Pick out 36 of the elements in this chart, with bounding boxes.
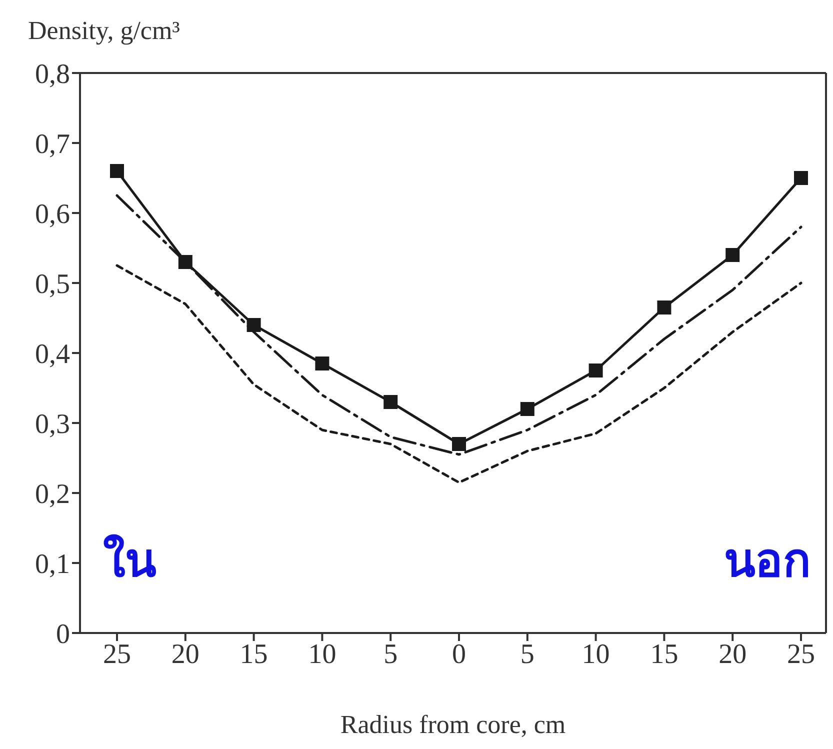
point (110, 164, 124, 178)
point (657, 300, 672, 314)
point (520, 402, 534, 416)
y-tick-label: 0,1 (35, 548, 70, 580)
y-tick-label: 0,3 (35, 408, 70, 440)
y-tick-label: 0,4 (35, 338, 70, 370)
point (452, 437, 466, 451)
x-tick-label: 0 (452, 638, 466, 670)
x-tick-label: 5 (520, 638, 534, 670)
x-axis-title: Radius from core, cm (340, 710, 566, 739)
x-tick-label: 20 (171, 638, 200, 670)
y-tick-label: 0 (56, 618, 70, 650)
y-tick-label: 0,5 (35, 268, 70, 300)
y-tick-label: 0,2 (35, 478, 70, 510)
x-tick-label: 25 (787, 638, 815, 670)
point (315, 356, 330, 370)
point (794, 171, 808, 185)
annotation: ใน (103, 532, 156, 589)
point (178, 255, 192, 269)
point (726, 248, 740, 262)
x-tick-label: 15 (240, 638, 268, 670)
y-tick-label: 0,7 (35, 128, 70, 160)
x-tick-label: 5 (384, 638, 398, 670)
x-tick-label: 25 (103, 638, 131, 670)
point (588, 364, 603, 378)
line-series (116, 264, 802, 484)
y-tick-label: 0,8 (35, 58, 70, 90)
point (384, 395, 398, 409)
x-tick-label: 10 (308, 638, 336, 670)
annotation: นอก (724, 532, 811, 589)
x-tick-label: 20 (718, 638, 747, 670)
point (246, 318, 261, 332)
x-tick-label: 10 (582, 638, 610, 670)
x-tick-label: 15 (650, 638, 678, 670)
y-tick-label: 0,6 (35, 198, 70, 230)
y-axis-title: Density, g/cm³ (28, 16, 180, 46)
